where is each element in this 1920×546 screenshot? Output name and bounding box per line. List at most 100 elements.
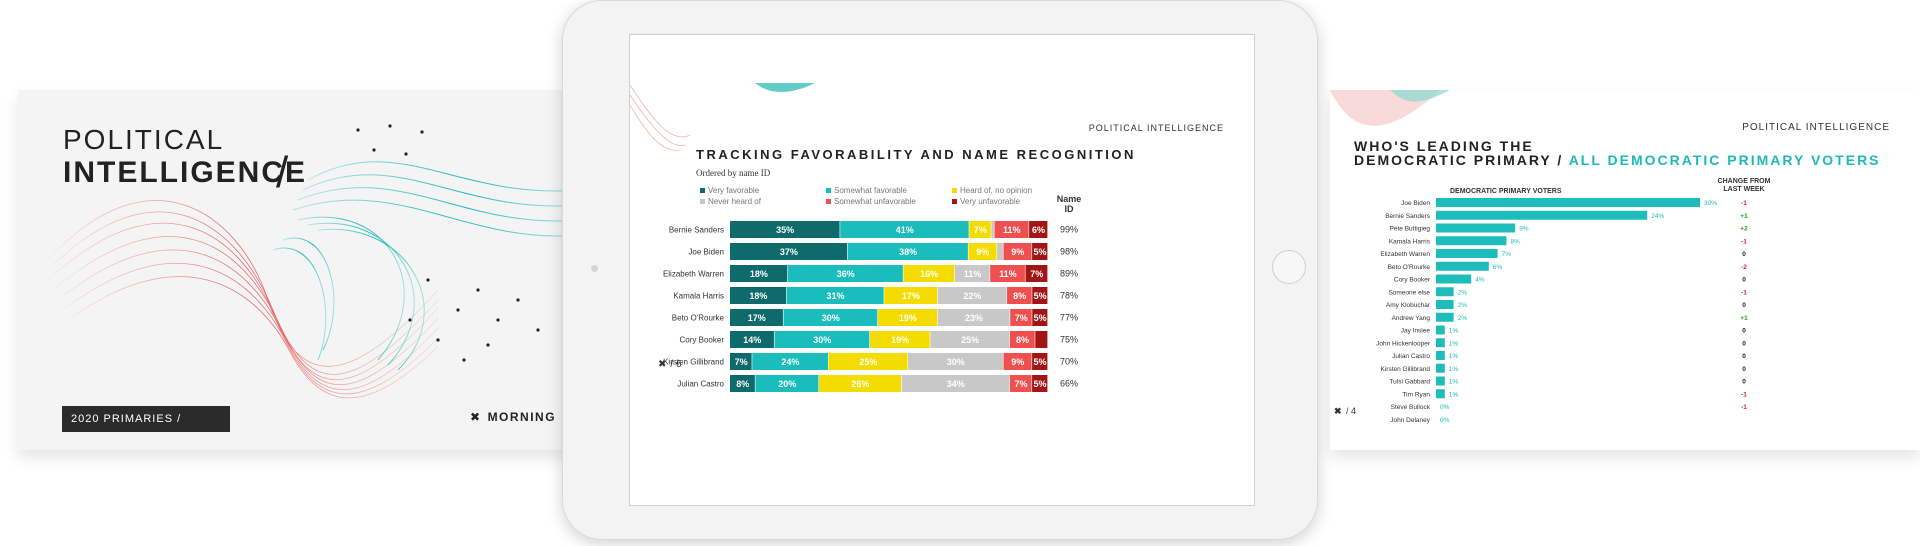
bar-segment bbox=[1025, 265, 1048, 282]
data-label: 7% bbox=[974, 225, 987, 235]
category-label: John Delaney bbox=[1390, 417, 1430, 424]
bar bbox=[1436, 261, 1489, 271]
page-indicator: ✖/ 6 bbox=[658, 359, 682, 370]
bar-segment bbox=[1029, 221, 1048, 238]
data-label: 7% bbox=[1015, 313, 1028, 323]
corner-wave-graphic bbox=[1330, 90, 1450, 126]
bar bbox=[1436, 274, 1472, 284]
category-label: Amy Klobuchar bbox=[1386, 302, 1431, 309]
bar-segment bbox=[1009, 331, 1035, 348]
data-label: 26% bbox=[851, 379, 869, 389]
bar bbox=[1436, 312, 1454, 322]
name-id-value: 66% bbox=[1060, 379, 1078, 389]
bar bbox=[1436, 300, 1454, 309]
change-value: 0 bbox=[1742, 302, 1746, 309]
legend-swatch bbox=[700, 199, 705, 204]
name-id-value: 77% bbox=[1060, 313, 1078, 323]
data-label: 9% bbox=[976, 247, 989, 257]
chart-subtitle: Ordered by name ID bbox=[696, 168, 771, 178]
category-label: Elizabeth Warren bbox=[1380, 251, 1430, 258]
data-label: 16% bbox=[920, 269, 938, 279]
bar-segment bbox=[730, 309, 783, 326]
slide-title-line1: WHO'S LEADING THE bbox=[1354, 138, 1534, 154]
bar-segment bbox=[730, 331, 774, 348]
logo-mark-icon: ✖ bbox=[470, 410, 482, 424]
leaderboard-chart: DEMOCRATIC PRIMARY VOTERS CHANGE FROMLAST… bbox=[1334, 178, 1771, 424]
data-label: 20% bbox=[778, 379, 796, 389]
page-number: / 6 bbox=[670, 359, 682, 370]
cover-title-slash: / bbox=[276, 148, 289, 197]
wave-graphic bbox=[47, 124, 578, 399]
change-value: +1 bbox=[1740, 315, 1748, 322]
logo-mark-icon: ✖ bbox=[1334, 406, 1342, 416]
data-label: 24% bbox=[781, 357, 799, 367]
data-label: 30% bbox=[947, 357, 965, 367]
legend-swatch bbox=[826, 188, 831, 193]
data-label: 18% bbox=[750, 269, 768, 279]
category-label: Julian Castro bbox=[677, 380, 724, 389]
bar-segment bbox=[1032, 243, 1048, 260]
value-label: 9% bbox=[1519, 226, 1529, 233]
value-label: 0% bbox=[1440, 417, 1450, 424]
data-label: 8% bbox=[1016, 335, 1029, 345]
data-label: 7% bbox=[735, 357, 748, 367]
change-value: -2 bbox=[1741, 264, 1747, 271]
value-label: 1% bbox=[1449, 340, 1459, 347]
data-label: 5% bbox=[1034, 357, 1047, 367]
bar bbox=[1436, 351, 1445, 360]
data-label: 25% bbox=[961, 335, 979, 345]
ipad-screen: POLITICAL INTELLIGENCE TRACKING FAVORABI… bbox=[629, 34, 1255, 506]
bar bbox=[1436, 376, 1445, 386]
bar-segment bbox=[847, 243, 968, 260]
data-label: 18% bbox=[749, 291, 767, 301]
bar bbox=[1436, 338, 1445, 348]
bar-segment bbox=[774, 331, 870, 348]
bar-segment bbox=[903, 265, 955, 282]
value-label: 8% bbox=[1510, 238, 1520, 245]
bar-segment bbox=[1003, 353, 1032, 370]
logo-mark-icon: ✖ bbox=[658, 359, 667, 370]
ipad-home-button[interactable] bbox=[1272, 250, 1306, 284]
change-value: +2 bbox=[1740, 226, 1748, 233]
slide-title-line2: DEMOCRATIC PRIMARY / ALL DEMOCRATIC PRIM… bbox=[1354, 152, 1881, 168]
value-label: 24% bbox=[1651, 213, 1664, 220]
category-label: Tulsi Gabbard bbox=[1389, 379, 1430, 386]
legend-swatch bbox=[952, 188, 957, 193]
category-label: Bernie Sanders bbox=[1385, 213, 1431, 220]
ipad-camera bbox=[591, 265, 598, 272]
data-label: 5% bbox=[1034, 247, 1047, 257]
value-label: 6% bbox=[1493, 264, 1503, 271]
bar bbox=[1436, 249, 1498, 258]
bar-segment bbox=[1032, 353, 1048, 370]
data-label: 34% bbox=[947, 379, 965, 389]
change-header: CHANGE FROM bbox=[1718, 178, 1771, 185]
legend-label: Heard of, no opinion bbox=[960, 186, 1032, 195]
bar-segment bbox=[884, 287, 938, 304]
change-header: LAST WEEK bbox=[1723, 186, 1764, 193]
data-label: 23% bbox=[965, 313, 983, 323]
category-label: Andrew Yang bbox=[1392, 315, 1431, 322]
bar bbox=[1436, 389, 1445, 399]
value-label: 1% bbox=[1449, 353, 1459, 360]
value-label: 7% bbox=[1502, 251, 1512, 258]
category-label: Julian Castro bbox=[1392, 353, 1430, 360]
data-label: 5% bbox=[1034, 291, 1047, 301]
change-value: -1 bbox=[1741, 289, 1747, 296]
value-label: 30% bbox=[1704, 200, 1717, 207]
category-label: Pete Buttigieg bbox=[1390, 226, 1431, 233]
data-label: 5% bbox=[1034, 313, 1047, 323]
value-label: 2% bbox=[1458, 315, 1468, 322]
data-label: 25% bbox=[859, 357, 877, 367]
category-label: Kirsten Gillibrand bbox=[663, 358, 724, 367]
value-label: 1% bbox=[1449, 328, 1459, 335]
name-id-value: 70% bbox=[1060, 357, 1078, 367]
bar-segment bbox=[937, 309, 1010, 326]
legend-swatch bbox=[700, 188, 705, 193]
change-value: -1 bbox=[1741, 200, 1747, 207]
bar-segment bbox=[930, 331, 1010, 348]
bar-segment bbox=[1032, 287, 1048, 304]
bar-segment bbox=[901, 375, 1010, 392]
dot-field bbox=[356, 124, 540, 362]
bar bbox=[1436, 363, 1445, 373]
value-label: 2% bbox=[1458, 289, 1468, 296]
